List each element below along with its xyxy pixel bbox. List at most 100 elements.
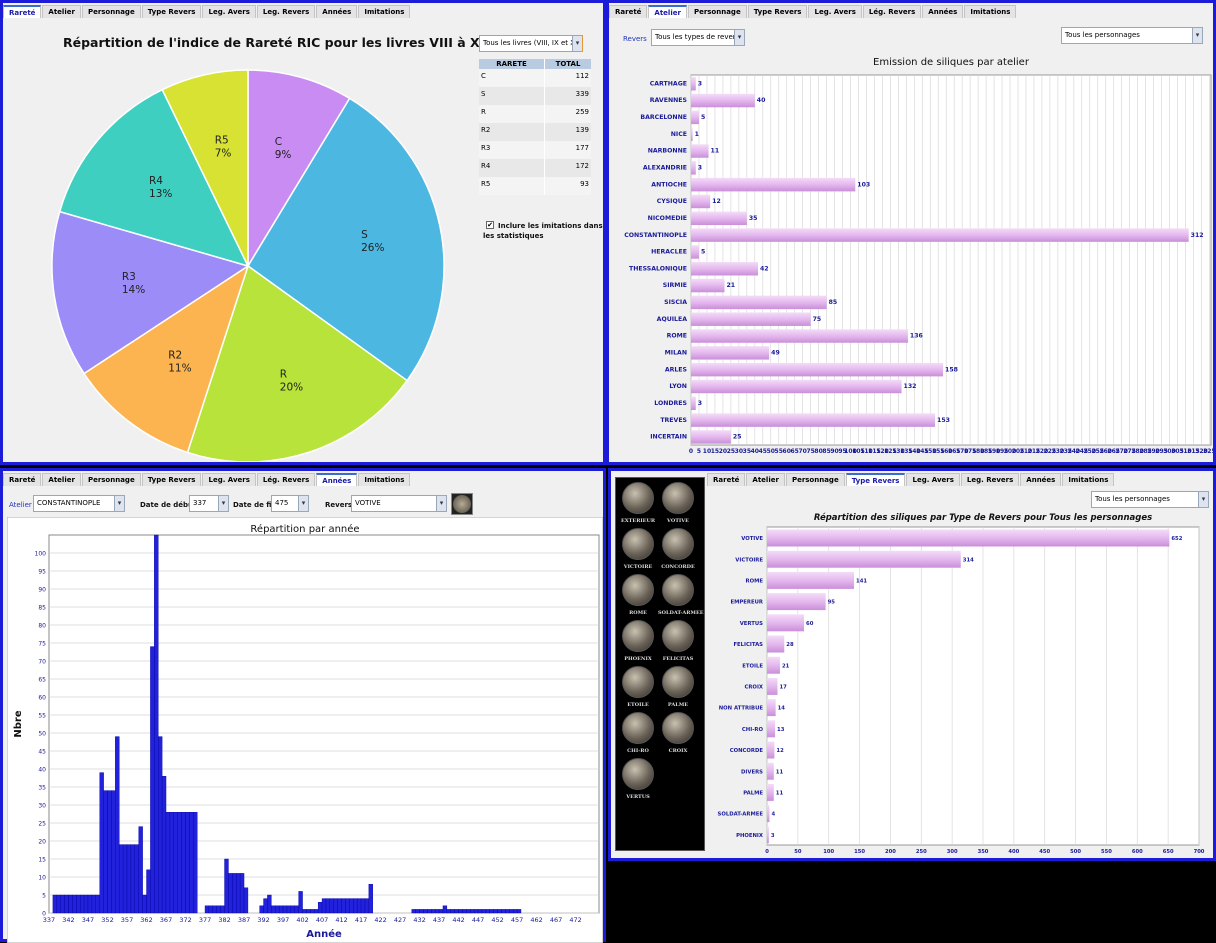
tab-atelier[interactable]: Atelier [42, 473, 81, 486]
coin-label: VOTIVE [667, 518, 689, 524]
value-label: 42 [760, 265, 769, 272]
tab-leg-avers[interactable]: Leg. Avers [202, 473, 256, 486]
tab-ann-es[interactable]: Années [316, 473, 358, 486]
x-tick-label: 70 [798, 448, 806, 455]
bar-felicitas [767, 635, 785, 653]
category-label: FELICITAS [733, 642, 763, 648]
coin-label: ROME [629, 610, 647, 616]
start-date-select[interactable]: 337 ▾ [189, 495, 229, 512]
tab-leg-revers[interactable]: Leg. Revers [256, 5, 316, 18]
p2-tabs: Rareté Atelier Personnage Type Revers Leg. A… [609, 3, 1017, 18]
coin-chi-ro-image[interactable] [622, 712, 654, 744]
x-tick-label: 55 [775, 448, 783, 455]
coin-label: CROIX [668, 748, 688, 754]
tab-raret-[interactable]: Rareté [707, 473, 746, 486]
y-tick-label: 55 [38, 713, 46, 720]
tab-leg-avers[interactable]: Leg. Avers [808, 5, 862, 18]
tab-imitations[interactable]: Imitations [964, 5, 1017, 18]
revers-types-select[interactable]: Tous les types de revers ▾ [651, 29, 745, 46]
tab-leg-avers[interactable]: Leg. Avers [202, 5, 256, 18]
tab-imitations[interactable]: Imitations [358, 5, 411, 18]
tab-type-revers[interactable]: Type Revers [141, 473, 202, 486]
coin-rome-image[interactable] [622, 574, 654, 606]
p4-persons-select[interactable]: Tous les personnages ▾ [1091, 491, 1209, 508]
tab-atelier[interactable]: Atelier [648, 5, 687, 18]
tab-raret-[interactable]: Rareté [3, 473, 42, 486]
histogram-bar [146, 869, 151, 914]
x-tick-label: 442 [452, 916, 464, 924]
histogram-bar [325, 898, 331, 914]
coin-etoile-image[interactable] [622, 666, 654, 698]
bar-victoire [767, 550, 961, 568]
coin-soldat-armee-image[interactable] [662, 574, 694, 606]
tab-imitations[interactable]: Imitations [1062, 473, 1115, 486]
x-tick-label: 170 [956, 448, 969, 455]
coin-votive-image[interactable] [662, 482, 694, 514]
tab-imitations[interactable]: Imitations [358, 473, 411, 486]
p2-persons-select[interactable]: Tous les personnages ▾ [1061, 27, 1203, 44]
tab-atelier[interactable]: Atelier [746, 473, 785, 486]
coin-concorde-image[interactable] [662, 528, 694, 560]
value-label: 4 [771, 812, 775, 818]
category-label: CROIX [744, 685, 763, 691]
x-tick-label: 260 [1099, 448, 1112, 455]
y-tick-label: 40 [38, 767, 46, 774]
histogram-bar [411, 909, 416, 914]
coin-palme-image[interactable] [662, 666, 694, 698]
tab-l-g-revers[interactable]: Lég. Revers [862, 5, 922, 18]
histogram-bar [298, 891, 303, 914]
y-tick-label: 65 [38, 677, 46, 684]
tab-type-revers[interactable]: Type Revers [747, 5, 808, 18]
histogram-bar [317, 902, 323, 914]
category-label: HERACLEE [651, 249, 687, 256]
histogram-bar [83, 894, 89, 914]
y-tick-label: 50 [38, 731, 46, 738]
tab-ann-es[interactable]: Années [922, 5, 964, 18]
x-tick-label: 500 [1070, 849, 1081, 855]
tab-l-g-revers[interactable]: Lég. Revers [256, 473, 316, 486]
histogram-bar [134, 844, 139, 914]
coin-croix-image[interactable] [662, 712, 694, 744]
x-tick-label: 600 [1132, 849, 1143, 855]
end-date-select[interactable]: 475 ▾ [271, 495, 309, 512]
x-tick-label: 35 [743, 448, 751, 455]
tab-type-revers[interactable]: Type Revers [845, 473, 906, 486]
pie-percent-r2: 11% [168, 363, 191, 375]
tab-leg-avers[interactable]: Leg. Avers [906, 473, 960, 486]
y-tick-label: 90 [38, 587, 46, 594]
tab-personnage[interactable]: Personnage [687, 5, 747, 18]
book-select[interactable]: Tous les livres (VIII, IX et X ▾ [479, 35, 583, 52]
tab-raret-[interactable]: Rareté [609, 5, 648, 18]
tab-personnage[interactable]: Personnage [81, 473, 141, 486]
tab-ann-es[interactable]: Années [316, 5, 358, 18]
coin-phoenix-image[interactable] [622, 620, 654, 652]
tab-type-revers[interactable]: Type Revers [141, 5, 202, 18]
coin-victoire-image[interactable] [622, 528, 654, 560]
histogram-bar [52, 894, 58, 914]
histogram-bar [415, 909, 420, 914]
total-cell: 139 [575, 126, 589, 134]
histogram-bar [458, 909, 463, 914]
coin-vertus-image[interactable] [622, 758, 654, 790]
histogram-bar [516, 909, 522, 914]
tab-ann-es[interactable]: Années [1020, 473, 1062, 486]
value-label: 3 [698, 400, 702, 407]
imitations-checkbox[interactable]: ✔ [486, 221, 494, 229]
rarete-col-header: RARETE [479, 59, 545, 69]
tab-raret-[interactable]: Rareté [3, 5, 42, 18]
x-tick-label: 700 [1194, 849, 1205, 855]
atelier-select[interactable]: CONSTANTINOPLE ▾ [33, 495, 125, 512]
x-tick-label: 422 [374, 916, 386, 924]
tab-atelier[interactable]: Atelier [42, 5, 81, 18]
histogram-bar [154, 534, 159, 914]
histogram-bar [438, 909, 444, 914]
category-label: CONCORDE [730, 748, 764, 754]
tab-personnage[interactable]: Personnage [81, 5, 141, 18]
tab-personnage[interactable]: Personnage [785, 473, 845, 486]
coin-felicitas-image[interactable] [662, 620, 694, 652]
tab-leg-revers[interactable]: Leg. Revers [960, 473, 1020, 486]
p3-revers-select[interactable]: VOTIVE ▾ [351, 495, 447, 512]
x-tick-label: 550 [1101, 849, 1112, 855]
coin-exterieur-image[interactable] [622, 482, 654, 514]
bar-thessalonique [691, 262, 758, 276]
